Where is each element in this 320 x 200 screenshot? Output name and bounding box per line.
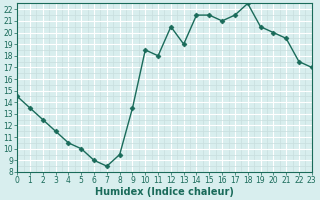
X-axis label: Humidex (Indice chaleur): Humidex (Indice chaleur) xyxy=(95,187,234,197)
